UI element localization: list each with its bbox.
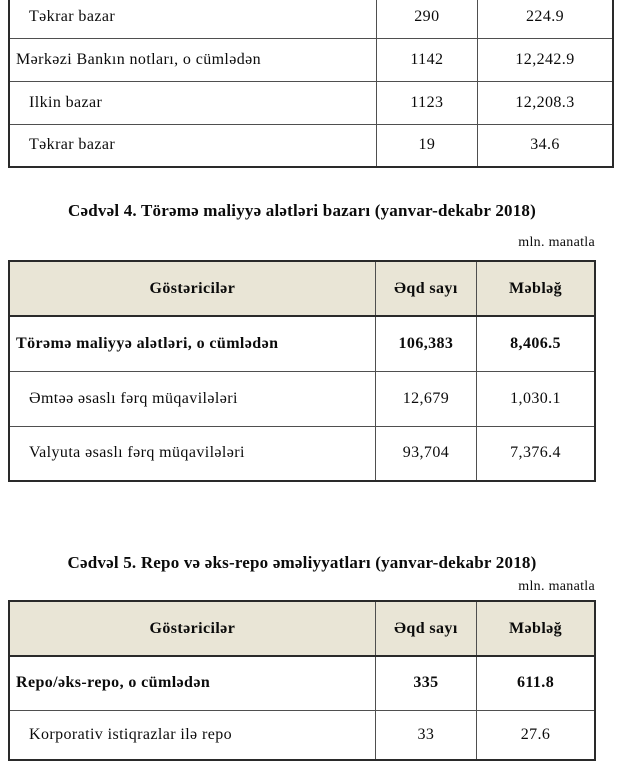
table4-unit-note: mln. manatla	[518, 235, 595, 250]
table-row-total: Törəmə maliyyə alətləri, o cümlədən 106,…	[8, 315, 596, 372]
row-amount: 27.6	[476, 709, 596, 761]
table-row: Əmtəə əsaslı fərq müqavilələri 12,679 1,…	[8, 370, 596, 427]
table-row: Təkrar bazar 290 224.9	[8, 0, 614, 39]
table-row: Ilkin bazar 1123 12,208.3	[8, 80, 614, 125]
row-label: Törəmə maliyyə alətləri, o cümlədən	[8, 315, 376, 372]
row-deal-count: 1142	[375, 37, 479, 82]
row-deal-count: 1123	[375, 80, 479, 125]
table-row: Mərkəzi Bankın notları, o cümlədən 1142 …	[8, 37, 614, 82]
row-label: Valyuta əsaslı fərq müqavilələri	[8, 425, 376, 482]
table-notes-market: Təkrar bazar 290 224.9 Mərkəzi Bankın no…	[8, 0, 614, 168]
table-header-row: Göstəricilər Əqd sayı Məbləğ	[8, 260, 596, 317]
row-label: Mərkəzi Bankın notları, o cümlədən	[8, 37, 377, 82]
row-deal-count: 335	[374, 655, 478, 711]
row-deal-count: 33	[374, 709, 478, 761]
table-derivatives-market: Göstəricilər Əqd sayı Məbləğ Törəmə mali…	[8, 260, 596, 482]
row-label: Təkrar bazar	[8, 0, 377, 39]
table-row: Təkrar bazar 19 34.6	[8, 123, 614, 168]
header-deal-count: Əqd sayı	[374, 260, 478, 317]
row-deal-count: 106,383	[374, 315, 478, 372]
row-label: Təkrar bazar	[8, 123, 377, 168]
row-label: Korporativ istiqrazlar ilə repo	[8, 709, 376, 761]
row-amount: 224.9	[477, 0, 614, 39]
table5-title: Cədvəl 5. Repo və əks-repo əməliyyatları…	[67, 553, 537, 572]
row-deal-count: 12,679	[374, 370, 478, 427]
row-amount: 12,242.9	[477, 37, 614, 82]
row-amount: 8,406.5	[476, 315, 596, 372]
row-label: Repo/əks-repo, o cümlədən	[8, 655, 376, 711]
header-amount: Məbləğ	[476, 600, 596, 657]
row-deal-count: 93,704	[374, 425, 478, 482]
row-amount: 12,208.3	[477, 80, 614, 125]
row-label: Əmtəə əsaslı fərq müqavilələri	[8, 370, 376, 427]
table-repo-body: Göstəricilər Əqd sayı Məbləğ Repo/əks-re…	[8, 600, 596, 761]
row-deal-count: 19	[375, 123, 479, 168]
row-amount: 1,030.1	[476, 370, 596, 427]
row-deal-count: 290	[375, 0, 479, 39]
row-amount: 34.6	[477, 123, 614, 168]
header-deal-count: Əqd sayı	[374, 600, 478, 657]
row-label: Ilkin bazar	[8, 80, 377, 125]
table-notes-market-body: Təkrar bazar 290 224.9 Mərkəzi Bankın no…	[8, 0, 614, 168]
header-indicator: Göstəricilər	[8, 260, 376, 317]
table4-title: Cədvəl 4. Törəmə maliyyə alətləri bazarı…	[68, 201, 536, 220]
row-amount: 7,376.4	[476, 425, 596, 482]
table-row: Valyuta əsaslı fərq müqavilələri 93,704 …	[8, 425, 596, 482]
table5-unit-note: mln. manatla	[518, 579, 595, 594]
table-header-row: Göstəricilər Əqd sayı Məbləğ	[8, 600, 596, 657]
table-row: Korporativ istiqrazlar ilə repo 33 27.6	[8, 709, 596, 761]
header-amount: Məbləğ	[476, 260, 596, 317]
table-row-total: Repo/əks-repo, o cümlədən 335 611.8	[8, 655, 596, 711]
table-derivatives-body: Göstəricilər Əqd sayı Məbləğ Törəmə mali…	[8, 260, 596, 482]
row-amount: 611.8	[476, 655, 596, 711]
table-repo-operations: Göstəricilər Əqd sayı Məbləğ Repo/əks-re…	[8, 600, 596, 761]
header-indicator: Göstəricilər	[8, 600, 376, 657]
